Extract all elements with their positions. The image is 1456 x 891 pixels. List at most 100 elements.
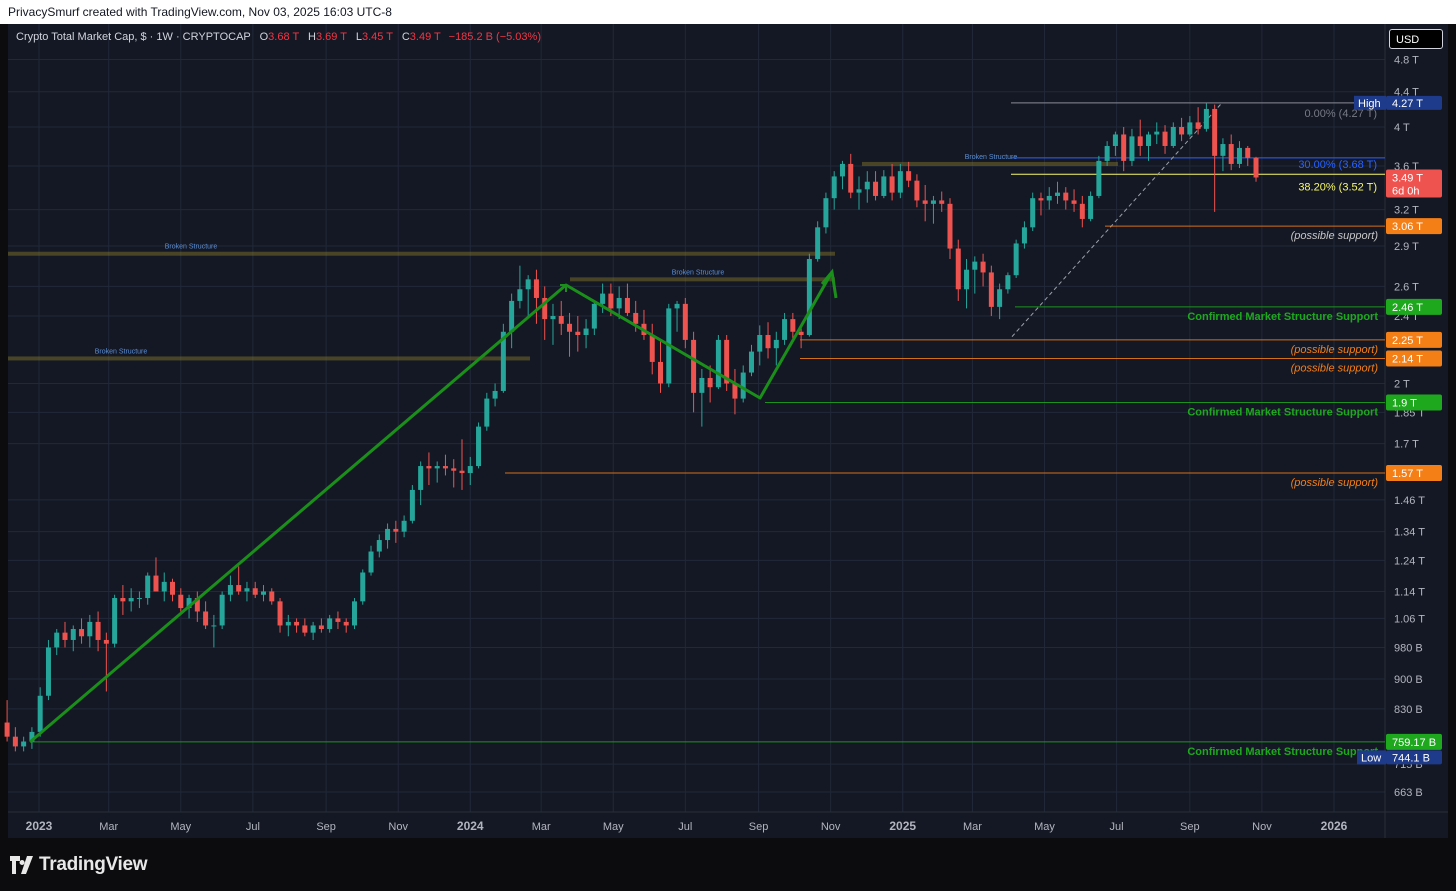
x-tick-label: 2025 — [889, 819, 916, 833]
broken-structure-band — [862, 161, 1118, 166]
candle-body — [4, 722, 10, 737]
candle-body — [1129, 136, 1135, 161]
x-tick-label: May — [603, 821, 624, 833]
candle-body — [128, 598, 134, 602]
high-tag-box — [1354, 95, 1386, 110]
x-tick-label: Jul — [1110, 821, 1124, 833]
candle-body — [848, 163, 854, 193]
candle-body — [798, 331, 804, 335]
candle-body — [1195, 122, 1201, 129]
candle-body — [29, 731, 35, 742]
candle-body — [939, 200, 945, 204]
candle-body — [409, 489, 415, 521]
candle-body — [418, 466, 424, 490]
candle-body — [674, 303, 680, 309]
candle-body — [773, 339, 779, 349]
candle-body — [947, 203, 953, 249]
candle-body — [145, 575, 151, 599]
candle-body — [45, 647, 51, 696]
candle-body — [583, 328, 589, 335]
support-note: (possible support) — [1291, 230, 1379, 242]
candle-body — [37, 695, 43, 732]
currency-button[interactable]: USD — [1389, 29, 1443, 49]
y-tick-label: 1.7 T — [1394, 439, 1419, 451]
candle-body — [980, 261, 986, 273]
candle-body — [70, 629, 76, 640]
candle-body — [54, 632, 60, 648]
candle-body — [1055, 192, 1061, 196]
support-note: Confirmed Market Structure Support — [1187, 311, 1378, 323]
candle-body — [1021, 227, 1027, 244]
open-value: 3.68 T — [268, 31, 299, 43]
candle-body — [434, 466, 440, 469]
candle-body — [1079, 203, 1085, 219]
candle-body — [161, 581, 167, 592]
price-label-text: 3.06 T — [1392, 221, 1423, 233]
price-label-box — [1386, 394, 1442, 411]
candle-body — [252, 588, 258, 595]
broken-structure-band — [8, 356, 530, 361]
candle-body — [997, 289, 1003, 307]
candle-body — [831, 176, 837, 199]
candle-body — [170, 581, 176, 595]
x-tick-label: Mar — [99, 821, 118, 833]
candle-body — [525, 279, 531, 290]
y-tick-label: 2.6 T — [1394, 281, 1419, 293]
y-tick-label: 663 B — [1394, 787, 1423, 799]
y-tick-label: 1.24 T — [1394, 555, 1425, 567]
close-label: C — [401, 31, 410, 43]
candle-body — [1071, 200, 1077, 204]
candle-body — [385, 528, 391, 541]
candle-body — [633, 312, 639, 324]
candle-body — [227, 585, 233, 595]
low-tag-text: Low — [1361, 752, 1381, 764]
price-label-text: 2.14 T — [1392, 353, 1423, 365]
candle-body — [1236, 147, 1242, 164]
price-label-text: 1.9 T — [1392, 397, 1417, 409]
candle-body — [219, 594, 225, 626]
candle-body — [740, 372, 746, 399]
candle-body — [881, 176, 887, 196]
candle-body — [682, 303, 688, 340]
fib-label: 30.00% (3.68 T) — [1298, 159, 1377, 171]
candle-body — [120, 598, 126, 602]
symbol-label: Crypto Total Market Cap, $ · 1W · CRYPTO… — [16, 31, 251, 43]
x-tick-label: Nov — [388, 821, 408, 833]
chart-frame — [8, 24, 1448, 838]
candle-body — [608, 293, 614, 309]
candle-body — [136, 598, 142, 600]
candle-body — [897, 171, 903, 193]
candle-body — [922, 200, 928, 204]
candle-body — [1030, 198, 1036, 228]
candle-body — [244, 588, 250, 592]
attribution-text: PrivacySmurf created with TradingView.co… — [8, 5, 392, 19]
candle-body — [715, 339, 721, 388]
candle-body — [21, 741, 27, 747]
candle-body — [294, 621, 300, 626]
price-label-box — [1386, 465, 1442, 482]
x-tick-label: Sep — [1180, 821, 1200, 833]
fib-label: 38.20% (3.52 T) — [1298, 181, 1377, 193]
candle-body — [285, 621, 291, 626]
candle-body — [1137, 136, 1143, 146]
candle-body — [815, 227, 821, 259]
candle-body — [62, 632, 68, 640]
candle-body — [765, 334, 771, 349]
candle-body — [575, 331, 581, 335]
tradingview-brand[interactable]: TradingView — [10, 854, 148, 876]
candle-body — [964, 269, 970, 290]
candle-body — [1121, 134, 1127, 161]
broken-structure-label: Broken Structure — [95, 348, 148, 355]
candle-body — [492, 390, 498, 399]
candle-body — [302, 625, 308, 633]
candle-body — [707, 377, 713, 388]
price-label-text: 2.25 T — [1392, 335, 1423, 347]
candle-body — [1220, 144, 1226, 156]
candle-body — [360, 572, 366, 602]
trend-arrow-path — [29, 271, 834, 744]
candle-body — [649, 334, 655, 362]
y-tick-label: 2.9 T — [1394, 241, 1419, 253]
price-label-box — [1386, 218, 1442, 235]
candle-body — [1013, 243, 1019, 276]
